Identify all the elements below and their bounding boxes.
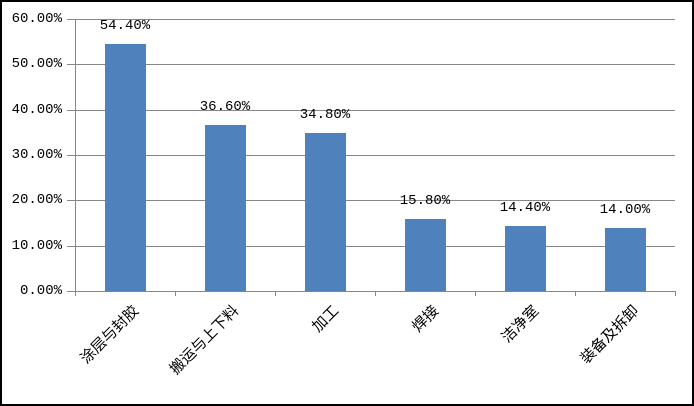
gridline — [75, 19, 675, 20]
y-axis-label: 30.00% — [11, 147, 62, 163]
x-axis-label: 焊接 — [409, 302, 443, 336]
bar — [605, 228, 646, 291]
y-axis-tick — [67, 291, 75, 292]
x-axis-label: 涂层与封胶 — [77, 302, 143, 368]
gridline — [75, 110, 675, 111]
y-axis-label: 0.00% — [19, 283, 62, 299]
y-axis-label: 20.00% — [11, 192, 62, 208]
x-axis-tick — [375, 291, 376, 296]
y-axis-tick — [67, 200, 75, 201]
gridline — [75, 246, 675, 247]
gridline — [75, 64, 675, 65]
x-axis-label: 搬运与上下料 — [166, 302, 243, 378]
x-axis-label: 装备及拆卸 — [577, 302, 643, 368]
x-axis-tick — [175, 291, 176, 296]
y-axis-label: 50.00% — [11, 56, 62, 72]
x-axis-label: 洁净室 — [498, 302, 543, 347]
bar — [405, 219, 446, 291]
y-axis-tick — [67, 155, 75, 156]
x-axis-tick — [675, 291, 676, 296]
bar-value-label: 14.00% — [599, 202, 651, 218]
bar — [105, 44, 146, 291]
bar-value-label: 36.60% — [199, 99, 251, 115]
bar-value-label: 54.40% — [99, 18, 151, 34]
y-axis-line — [75, 19, 76, 292]
bar-value-label: 14.40% — [499, 200, 551, 216]
y-axis-tick — [67, 19, 75, 20]
y-axis-tick — [67, 64, 75, 65]
x-axis-tick — [275, 291, 276, 296]
y-axis-label: 40.00% — [11, 102, 62, 118]
bar-value-label: 34.80% — [299, 107, 351, 123]
x-axis-tick — [575, 291, 576, 296]
gridline — [75, 200, 675, 201]
bar-value-label: 15.80% — [399, 193, 451, 209]
gridline — [75, 155, 675, 156]
y-axis-tick — [67, 246, 75, 247]
y-axis-label: 60.00% — [11, 11, 62, 27]
bar — [205, 125, 246, 291]
y-axis-tick — [67, 110, 75, 111]
y-axis-label: 10.00% — [11, 238, 62, 254]
bar — [305, 133, 346, 291]
bar — [505, 226, 546, 291]
x-axis-tick — [75, 291, 76, 296]
x-axis-tick — [475, 291, 476, 296]
x-axis-label: 加工 — [309, 302, 343, 336]
